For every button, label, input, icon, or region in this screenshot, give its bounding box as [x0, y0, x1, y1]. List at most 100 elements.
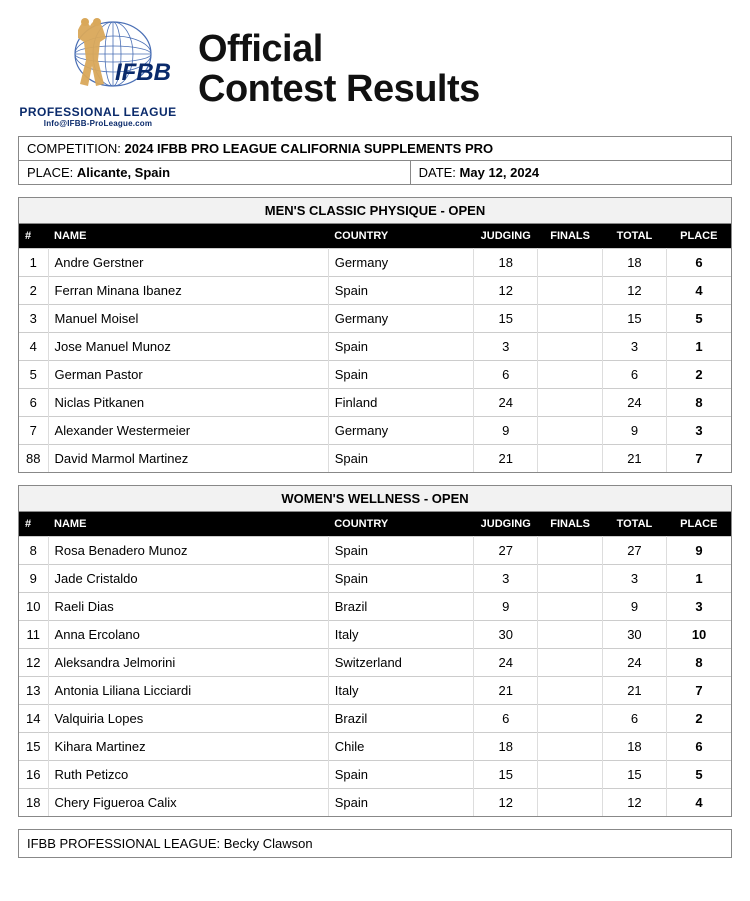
cell-judging: 9 [473, 417, 537, 445]
cell-name: David Marmol Martinez [48, 445, 328, 473]
cell-name: Chery Figueroa Calix [48, 789, 328, 817]
table-row: 13Antonia Liliana LicciardiItaly21217 [19, 677, 731, 705]
cell-finals [538, 677, 602, 705]
section-title: MEN'S CLASSIC PHYSIQUE - OPEN [19, 198, 731, 224]
cell-country: Germany [328, 305, 473, 333]
cell-total: 3 [602, 333, 666, 361]
cell-name: Raeli Dias [48, 593, 328, 621]
cell-place: 5 [667, 305, 731, 333]
cell-num: 15 [19, 733, 48, 761]
cell-total: 15 [602, 761, 666, 789]
table-row: 12Aleksandra JelmoriniSwitzerland24248 [19, 649, 731, 677]
cell-total: 6 [602, 705, 666, 733]
cell-total: 15 [602, 305, 666, 333]
cell-judging: 9 [473, 593, 537, 621]
table-row: 10Raeli DiasBrazil993 [19, 593, 731, 621]
cell-finals [538, 705, 602, 733]
col-finals: FINALS [538, 224, 602, 249]
cell-total: 9 [602, 417, 666, 445]
col-total: TOTAL [602, 224, 666, 249]
cell-num: 2 [19, 277, 48, 305]
cell-judging: 27 [473, 537, 537, 565]
cell-judging: 24 [473, 389, 537, 417]
cell-num: 9 [19, 565, 48, 593]
competition-value: 2024 IFBB PRO LEAGUE CALIFORNIA SUPPLEME… [125, 141, 494, 156]
cell-country: Italy [328, 621, 473, 649]
table-row: 9Jade CristaldoSpain331 [19, 565, 731, 593]
cell-num: 11 [19, 621, 48, 649]
cell-num: 18 [19, 789, 48, 817]
results-table: #NAMECOUNTRYJUDGINGFINALSTOTALPLACE8Rosa… [19, 512, 731, 816]
cell-finals [538, 445, 602, 473]
cell-num: 7 [19, 417, 48, 445]
table-row: 4Jose Manuel MunozSpain331 [19, 333, 731, 361]
cell-finals [538, 389, 602, 417]
cell-total: 24 [602, 649, 666, 677]
cell-finals [538, 789, 602, 817]
cell-num: 8 [19, 537, 48, 565]
cell-name: German Pastor [48, 361, 328, 389]
cell-total: 12 [602, 277, 666, 305]
cell-country: Spain [328, 789, 473, 817]
date-value: May 12, 2024 [460, 165, 540, 180]
cell-total: 21 [602, 677, 666, 705]
cell-num: 5 [19, 361, 48, 389]
cell-total: 3 [602, 565, 666, 593]
cell-finals [538, 305, 602, 333]
place-value: Alicante, Spain [77, 165, 170, 180]
place-label: PLACE: [27, 165, 73, 180]
meta-box: COMPETITION: 2024 IFBB PRO LEAGUE CALIFO… [18, 136, 732, 185]
cell-place: 9 [667, 537, 731, 565]
cell-judging: 12 [473, 277, 537, 305]
cell-judging: 24 [473, 649, 537, 677]
cell-place: 3 [667, 593, 731, 621]
cell-place: 4 [667, 789, 731, 817]
table-row: 1Andre GerstnerGermany18186 [19, 249, 731, 277]
cell-country: Germany [328, 417, 473, 445]
table-row: 7Alexander WestermeierGermany993 [19, 417, 731, 445]
ifbb-logo-icon: IFBB [23, 12, 173, 107]
cell-total: 24 [602, 389, 666, 417]
cell-place: 1 [667, 565, 731, 593]
cell-name: Manuel Moisel [48, 305, 328, 333]
cell-place: 1 [667, 333, 731, 361]
competition-label: COMPETITION: [27, 141, 121, 156]
col-finals: FINALS [538, 512, 602, 537]
cell-name: Rosa Benadero Munoz [48, 537, 328, 565]
cell-name: Niclas Pitkanen [48, 389, 328, 417]
cell-place: 7 [667, 445, 731, 473]
section-title: WOMEN'S WELLNESS - OPEN [19, 486, 731, 512]
cell-place: 10 [667, 621, 731, 649]
cell-country: Brazil [328, 705, 473, 733]
cell-country: Spain [328, 277, 473, 305]
cell-num: 14 [19, 705, 48, 733]
cell-place: 2 [667, 705, 731, 733]
footer-value: Becky Clawson [224, 836, 313, 851]
cell-total: 30 [602, 621, 666, 649]
logo-label: PROFESSIONAL LEAGUE [18, 105, 178, 119]
cell-num: 10 [19, 593, 48, 621]
cell-place: 6 [667, 249, 731, 277]
cell-judging: 18 [473, 249, 537, 277]
cell-judging: 12 [473, 789, 537, 817]
results-table: #NAMECOUNTRYJUDGINGFINALSTOTALPLACE1Andr… [19, 224, 731, 472]
cell-judging: 18 [473, 733, 537, 761]
col-total: TOTAL [602, 512, 666, 537]
cell-country: Brazil [328, 593, 473, 621]
col-country: COUNTRY [328, 512, 473, 537]
cell-country: Italy [328, 677, 473, 705]
cell-num: 12 [19, 649, 48, 677]
cell-country: Spain [328, 565, 473, 593]
cell-country: Switzerland [328, 649, 473, 677]
page-title-line2: Contest Results [198, 70, 732, 110]
cell-finals [538, 733, 602, 761]
table-row: 88David Marmol MartinezSpain21217 [19, 445, 731, 473]
cell-finals [538, 361, 602, 389]
cell-country: Chile [328, 733, 473, 761]
cell-judging: 15 [473, 761, 537, 789]
svg-text:IFBB: IFBB [115, 59, 171, 86]
table-row: 8Rosa Benadero MunozSpain27279 [19, 537, 731, 565]
cell-num: 16 [19, 761, 48, 789]
col-name: NAME [48, 224, 328, 249]
footer-label: IFBB PROFESSIONAL LEAGUE: [27, 836, 220, 851]
